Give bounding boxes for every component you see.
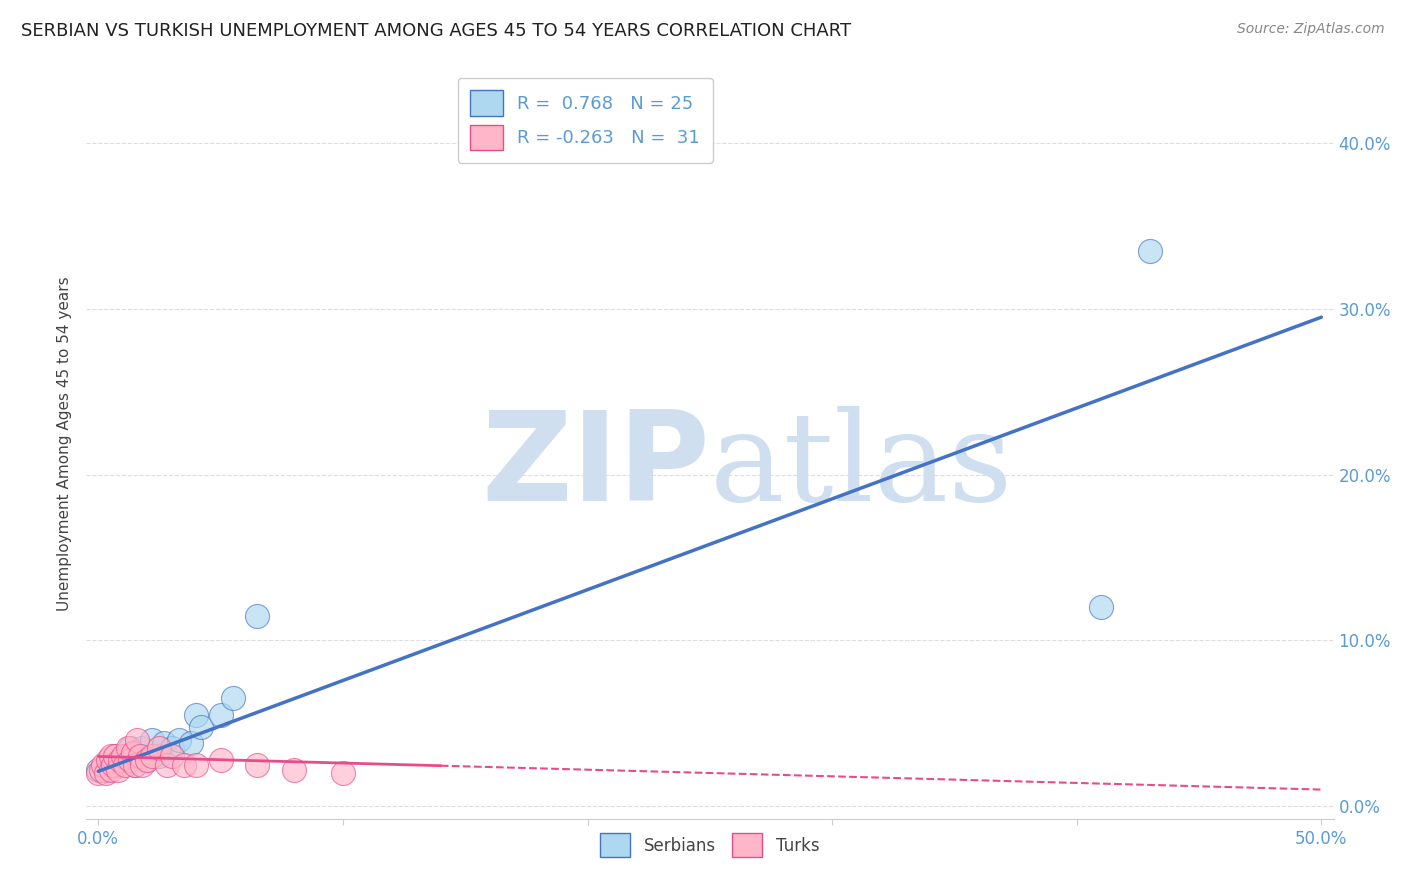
Point: [111, 749, 134, 764]
Point: [117, 749, 139, 764]
Point: [110, 753, 132, 767]
Point: [246, 757, 269, 772]
Point: [160, 741, 183, 756]
Text: SERBIAN VS TURKISH UNEMPLOYMENT AMONG AGES 45 TO 54 YEARS CORRELATION CHART: SERBIAN VS TURKISH UNEMPLOYMENT AMONG AG…: [21, 22, 851, 40]
Point: [160, 749, 183, 764]
Point: [283, 763, 305, 777]
Point: [91, 757, 114, 772]
Point: [121, 746, 143, 760]
Point: [209, 753, 232, 767]
Point: [148, 741, 170, 756]
Point: [148, 749, 170, 764]
Text: atlas: atlas: [710, 406, 1014, 527]
Point: [100, 763, 122, 777]
Point: [180, 736, 202, 750]
Point: [128, 749, 150, 764]
Point: [209, 708, 232, 723]
Point: [107, 763, 129, 777]
Point: [186, 757, 208, 772]
Point: [114, 757, 136, 772]
Point: [90, 763, 112, 777]
Point: [131, 757, 153, 772]
Point: [94, 763, 117, 777]
Point: [190, 720, 212, 734]
Point: [120, 753, 142, 767]
Point: [100, 749, 122, 764]
Point: [87, 763, 110, 777]
Point: [104, 749, 127, 764]
Text: ZIP: ZIP: [481, 406, 710, 527]
Point: [173, 757, 195, 772]
Point: [167, 732, 190, 747]
Point: [136, 753, 159, 767]
Point: [246, 608, 269, 623]
Point: [120, 741, 142, 756]
Point: [131, 741, 153, 756]
Point: [107, 757, 129, 772]
Point: [111, 753, 134, 767]
Point: [128, 749, 150, 764]
Point: [100, 757, 122, 772]
Text: Source: ZipAtlas.com: Source: ZipAtlas.com: [1237, 22, 1385, 37]
Point: [156, 757, 179, 772]
Point: [153, 736, 176, 750]
Point: [94, 766, 117, 780]
Legend: Serbians, Turks: Serbians, Turks: [593, 827, 827, 863]
Point: [186, 708, 208, 723]
Point: [124, 757, 146, 772]
Point: [141, 732, 163, 747]
Point: [1139, 244, 1161, 258]
Point: [1090, 600, 1112, 615]
Point: [332, 766, 354, 780]
Y-axis label: Unemployment Among Ages 45 to 54 years: Unemployment Among Ages 45 to 54 years: [58, 277, 72, 611]
Point: [222, 691, 245, 706]
Point: [87, 766, 110, 780]
Point: [124, 757, 146, 772]
Point: [104, 749, 127, 764]
Point: [117, 741, 139, 756]
Point: [101, 757, 124, 772]
Point: [136, 753, 159, 767]
Point: [141, 749, 163, 764]
Point: [127, 732, 149, 747]
Point: [97, 753, 120, 767]
